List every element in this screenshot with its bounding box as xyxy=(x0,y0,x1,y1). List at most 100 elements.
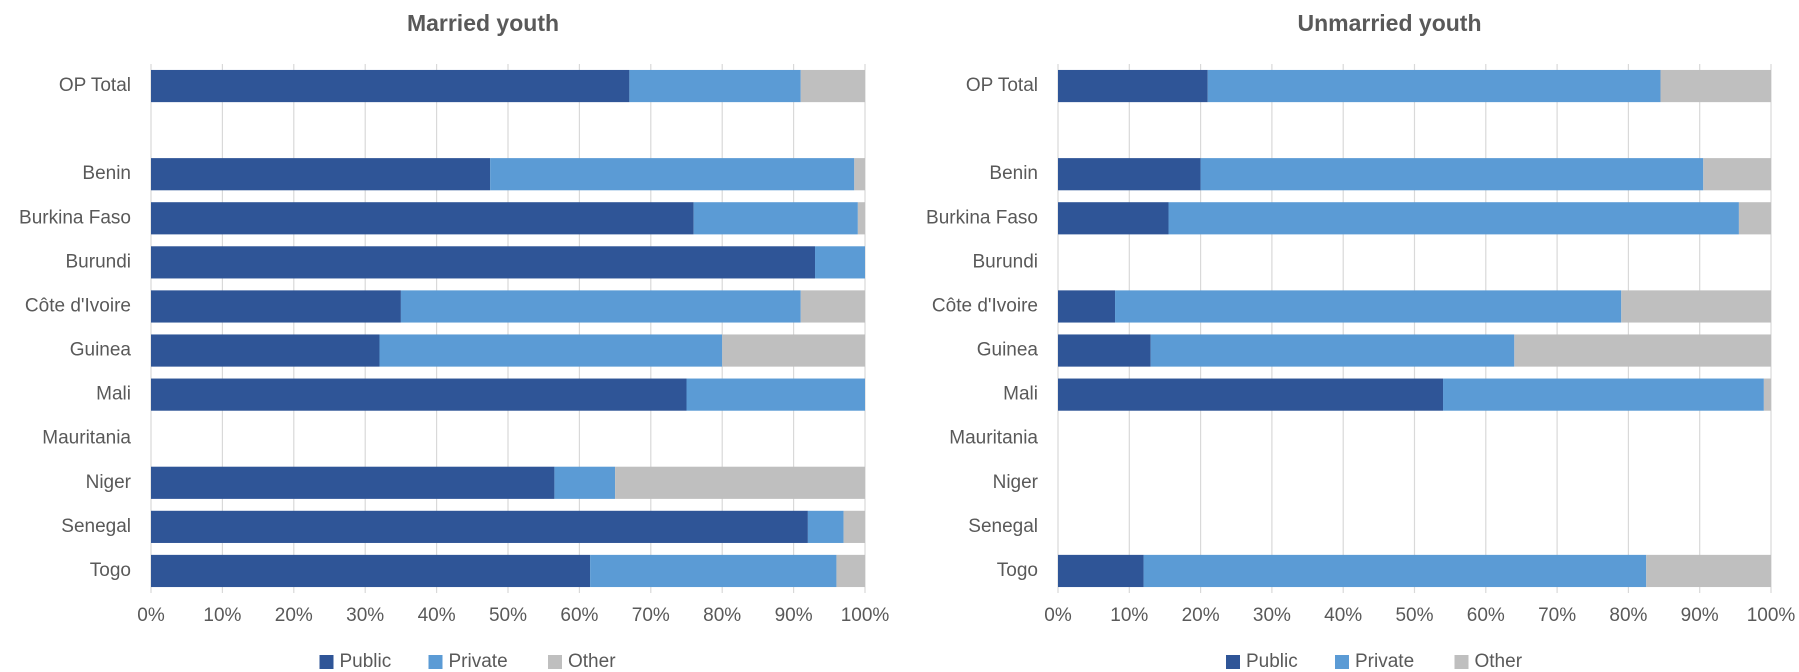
bar-segment xyxy=(379,334,723,367)
bar-segment xyxy=(151,202,694,235)
bar-segment xyxy=(151,246,816,279)
bar-segment xyxy=(686,378,865,411)
bar-segment xyxy=(1058,378,1444,411)
y-tick-label: Benin xyxy=(989,163,1038,184)
x-tick-label: 10% xyxy=(203,605,241,626)
x-tick-label: 30% xyxy=(1253,605,1291,626)
bar-segment xyxy=(151,290,401,323)
y-tick-label: Mauritania xyxy=(42,428,131,449)
x-tick-label: 90% xyxy=(1681,605,1719,626)
x-tick-label: 100% xyxy=(1747,605,1796,626)
y-tick-label: OP Total xyxy=(966,75,1038,96)
bar-segment xyxy=(1763,378,1771,411)
y-tick-label: Guinea xyxy=(70,340,132,361)
bar-segment xyxy=(490,158,855,191)
x-tick-label: 40% xyxy=(418,605,456,626)
y-tick-label: Côte d'Ivoire xyxy=(932,295,1038,316)
bar-segment xyxy=(151,158,491,191)
bar-segment xyxy=(1058,158,1201,191)
y-tick-label: Mali xyxy=(1003,384,1038,405)
bar-segment xyxy=(815,246,865,279)
y-tick-label: OP Total xyxy=(59,75,131,96)
legend-label: Other xyxy=(1475,651,1523,672)
legend-label: Public xyxy=(340,651,392,672)
x-tick-label: 70% xyxy=(632,605,670,626)
bar-segment xyxy=(1058,69,1208,103)
bar-segment xyxy=(800,69,865,103)
y-tick-label: Mauritania xyxy=(949,428,1038,449)
x-tick-label: 50% xyxy=(489,605,527,626)
x-tick-label: 20% xyxy=(275,605,313,626)
x-tick-label: 0% xyxy=(1044,605,1072,626)
x-tick-label: 60% xyxy=(1467,605,1505,626)
legend-label: Public xyxy=(1246,651,1298,672)
bar-segment xyxy=(1058,290,1116,323)
bar-segment xyxy=(151,69,630,103)
y-tick-label: Mali xyxy=(96,384,131,405)
bar-segment xyxy=(807,510,844,543)
bar-segment xyxy=(590,554,837,588)
legend-swatch xyxy=(319,655,334,669)
bar-segment xyxy=(843,510,865,543)
x-tick-label: 60% xyxy=(560,605,598,626)
bar-segment xyxy=(857,202,865,235)
bar-segment xyxy=(1660,69,1771,103)
bar-segment xyxy=(1443,378,1764,411)
bar-segment xyxy=(1058,202,1169,235)
x-tick-label: 30% xyxy=(346,605,384,626)
y-tick-label: Togo xyxy=(997,560,1038,581)
bar-segment xyxy=(836,554,865,588)
legend-label: Private xyxy=(1355,651,1414,672)
y-tick-label: Guinea xyxy=(977,340,1039,361)
y-tick-label: Burkina Faso xyxy=(19,207,131,228)
y-tick-label: Côte d'Ivoire xyxy=(25,295,131,316)
x-tick-label: 70% xyxy=(1538,605,1576,626)
bar-segment xyxy=(554,466,616,499)
x-tick-label: 40% xyxy=(1324,605,1362,626)
bar-segment xyxy=(1150,334,1515,367)
y-tick-label: Burundi xyxy=(973,251,1039,272)
legend-label: Other xyxy=(568,651,616,672)
bar-segment xyxy=(400,290,801,323)
bar-segment xyxy=(1646,554,1771,588)
y-tick-label: Togo xyxy=(90,560,131,581)
bar-segment xyxy=(1207,69,1661,103)
x-tick-label: 90% xyxy=(775,605,813,626)
y-tick-label: Senegal xyxy=(61,516,131,537)
legend-swatch xyxy=(1454,655,1469,669)
legend-swatch xyxy=(1226,655,1240,669)
legend-swatch xyxy=(1335,655,1349,669)
x-tick-label: 80% xyxy=(703,605,741,626)
y-tick-label: Burkina Faso xyxy=(926,207,1038,228)
bar-segment xyxy=(151,554,591,588)
bar-segment xyxy=(722,334,865,367)
chart-title: Married youth xyxy=(407,10,559,36)
bar-segment xyxy=(1738,202,1771,235)
y-tick-label: Burundi xyxy=(66,251,132,272)
bar-segment xyxy=(615,466,865,499)
bar-segment xyxy=(1621,290,1771,323)
bar-segment xyxy=(1143,554,1647,588)
x-tick-label: 80% xyxy=(1609,605,1647,626)
y-tick-label: Benin xyxy=(82,163,131,184)
legend-swatch xyxy=(428,655,443,669)
bar-segment xyxy=(151,466,555,499)
bar-segment xyxy=(151,510,808,543)
y-tick-label: Niger xyxy=(86,472,132,493)
bar-segment xyxy=(151,378,687,411)
chart-title: Unmarried youth xyxy=(1297,10,1481,36)
bar-segment xyxy=(1200,158,1704,191)
x-tick-label: 50% xyxy=(1395,605,1433,626)
y-tick-label: Senegal xyxy=(968,516,1038,537)
bar-segment xyxy=(1058,334,1151,367)
bar-segment xyxy=(854,158,865,191)
bar-segment xyxy=(1115,290,1622,323)
legend-swatch xyxy=(548,655,562,669)
bar-segment xyxy=(693,202,858,235)
bar-segment xyxy=(800,290,865,323)
x-tick-label: 0% xyxy=(137,605,165,626)
y-tick-label: Niger xyxy=(993,472,1039,493)
bar-segment xyxy=(1168,202,1739,235)
legend-label: Private xyxy=(449,651,508,672)
